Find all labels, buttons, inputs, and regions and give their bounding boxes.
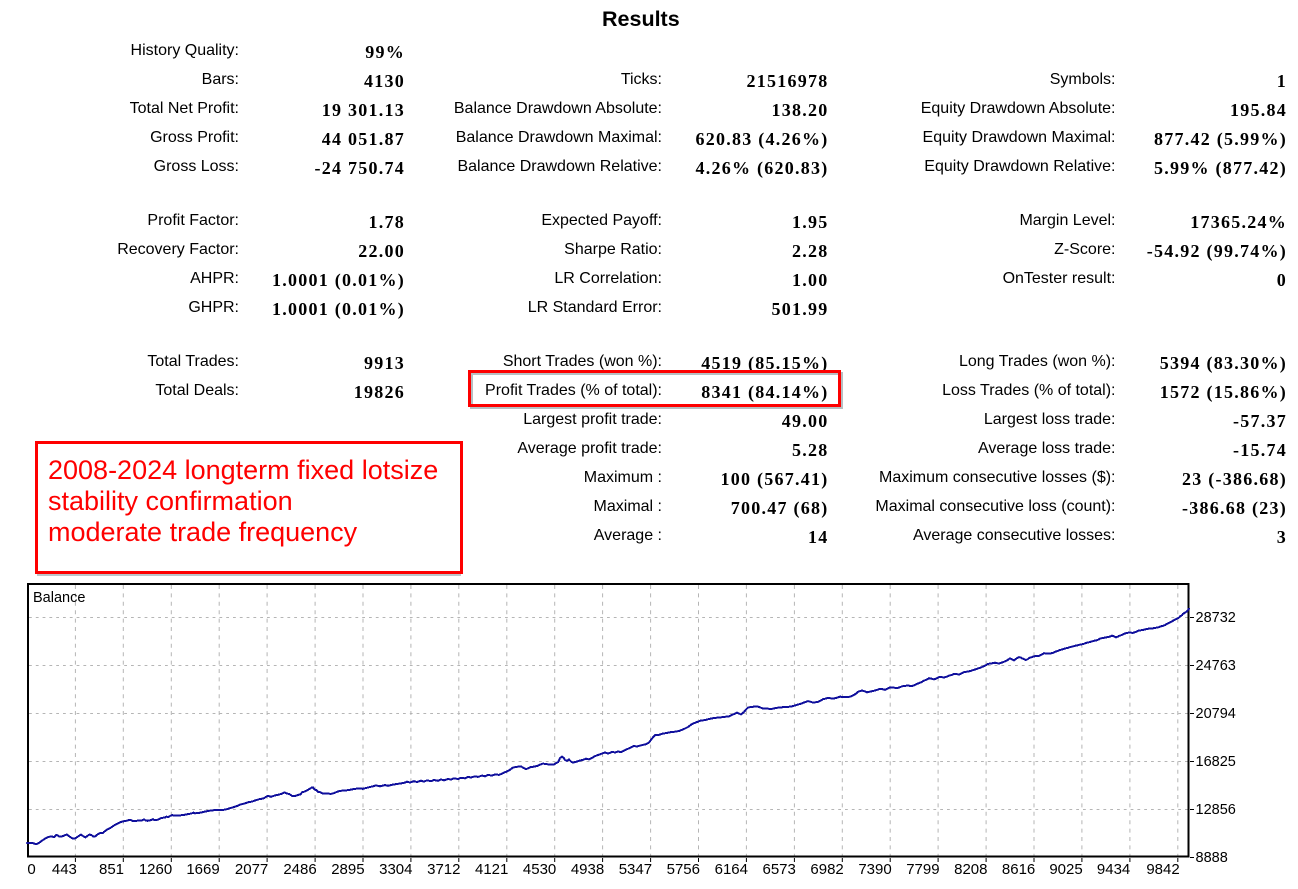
- svg-text:12856: 12856: [1196, 802, 1236, 818]
- svg-text:4530: 4530: [523, 861, 556, 878]
- svg-text:7799: 7799: [906, 861, 939, 878]
- svg-text:5756: 5756: [667, 861, 700, 878]
- svg-text:8888: 8888: [1196, 850, 1228, 866]
- svg-text:Balance: Balance: [33, 590, 85, 606]
- svg-text:9842: 9842: [1146, 861, 1179, 878]
- svg-text:16825: 16825: [1196, 754, 1236, 770]
- svg-text:9025: 9025: [1049, 861, 1082, 878]
- svg-text:5347: 5347: [619, 861, 652, 878]
- svg-text:8616: 8616: [1002, 861, 1035, 878]
- svg-text:2486: 2486: [283, 861, 316, 878]
- svg-text:4121: 4121: [475, 861, 508, 878]
- svg-text:24763: 24763: [1196, 658, 1236, 674]
- svg-text:6164: 6164: [715, 861, 748, 878]
- svg-text:1260: 1260: [139, 861, 172, 878]
- svg-text:20794: 20794: [1196, 706, 1236, 722]
- svg-text:6573: 6573: [763, 861, 796, 878]
- svg-text:1669: 1669: [186, 861, 219, 878]
- svg-text:4938: 4938: [571, 861, 604, 878]
- svg-text:851: 851: [99, 861, 124, 878]
- svg-text:0: 0: [27, 861, 35, 878]
- svg-text:28732: 28732: [1196, 610, 1236, 626]
- svg-text:6982: 6982: [810, 861, 843, 878]
- svg-text:3304: 3304: [379, 861, 412, 878]
- svg-text:7390: 7390: [858, 861, 891, 878]
- svg-text:8208: 8208: [954, 861, 987, 878]
- svg-text:9434: 9434: [1097, 861, 1130, 878]
- svg-text:2077: 2077: [235, 861, 268, 878]
- svg-text:443: 443: [52, 861, 77, 878]
- svg-text:2895: 2895: [331, 861, 364, 878]
- svg-text:3712: 3712: [427, 861, 460, 878]
